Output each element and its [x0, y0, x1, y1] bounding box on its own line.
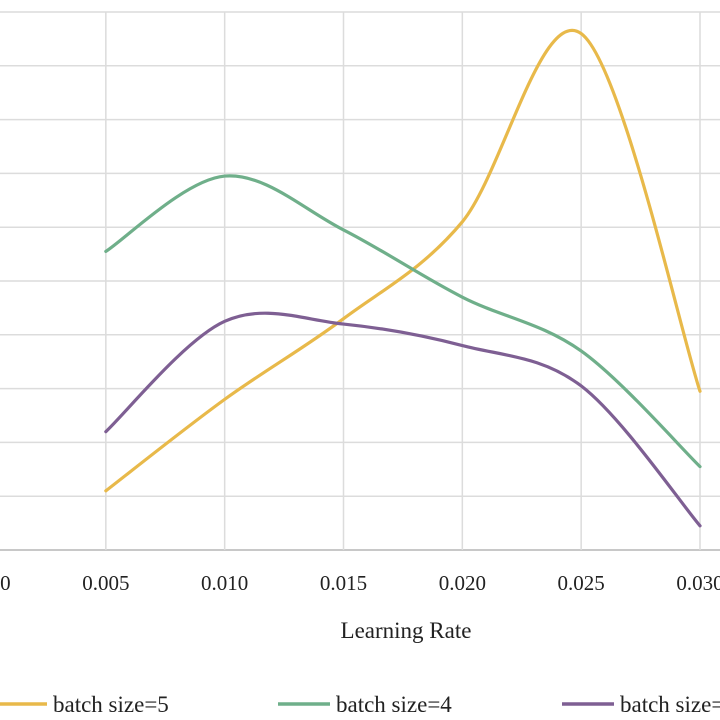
x-axis-label: Learning Rate	[341, 618, 472, 643]
x-tick-label: 0.025	[558, 571, 605, 595]
grid	[0, 11, 720, 551]
legend: batch size=5 batch size=4 batch size=3	[0, 692, 720, 717]
x-tick-label: 0.005	[82, 571, 129, 595]
legend-label: batch size=3	[620, 692, 720, 717]
x-tick-label: 0.000	[0, 571, 11, 595]
series-lines	[104, 28, 702, 528]
series-line-batch-size-3	[104, 311, 702, 528]
legend-label: batch size=5	[53, 692, 169, 717]
series-line-batch-size-5	[104, 28, 702, 493]
series-line-batch-size-4	[104, 174, 702, 469]
x-tick-label: 0.015	[320, 571, 367, 595]
legend-label: batch size=4	[336, 692, 452, 717]
x-axis-ticks: 0.000 0.005 0.010 0.015 0.020 0.025 0.030	[0, 571, 720, 595]
x-tick-label: 0.020	[439, 571, 486, 595]
x-tick-label: 0.030	[676, 571, 720, 595]
x-tick-label: 0.010	[201, 571, 248, 595]
